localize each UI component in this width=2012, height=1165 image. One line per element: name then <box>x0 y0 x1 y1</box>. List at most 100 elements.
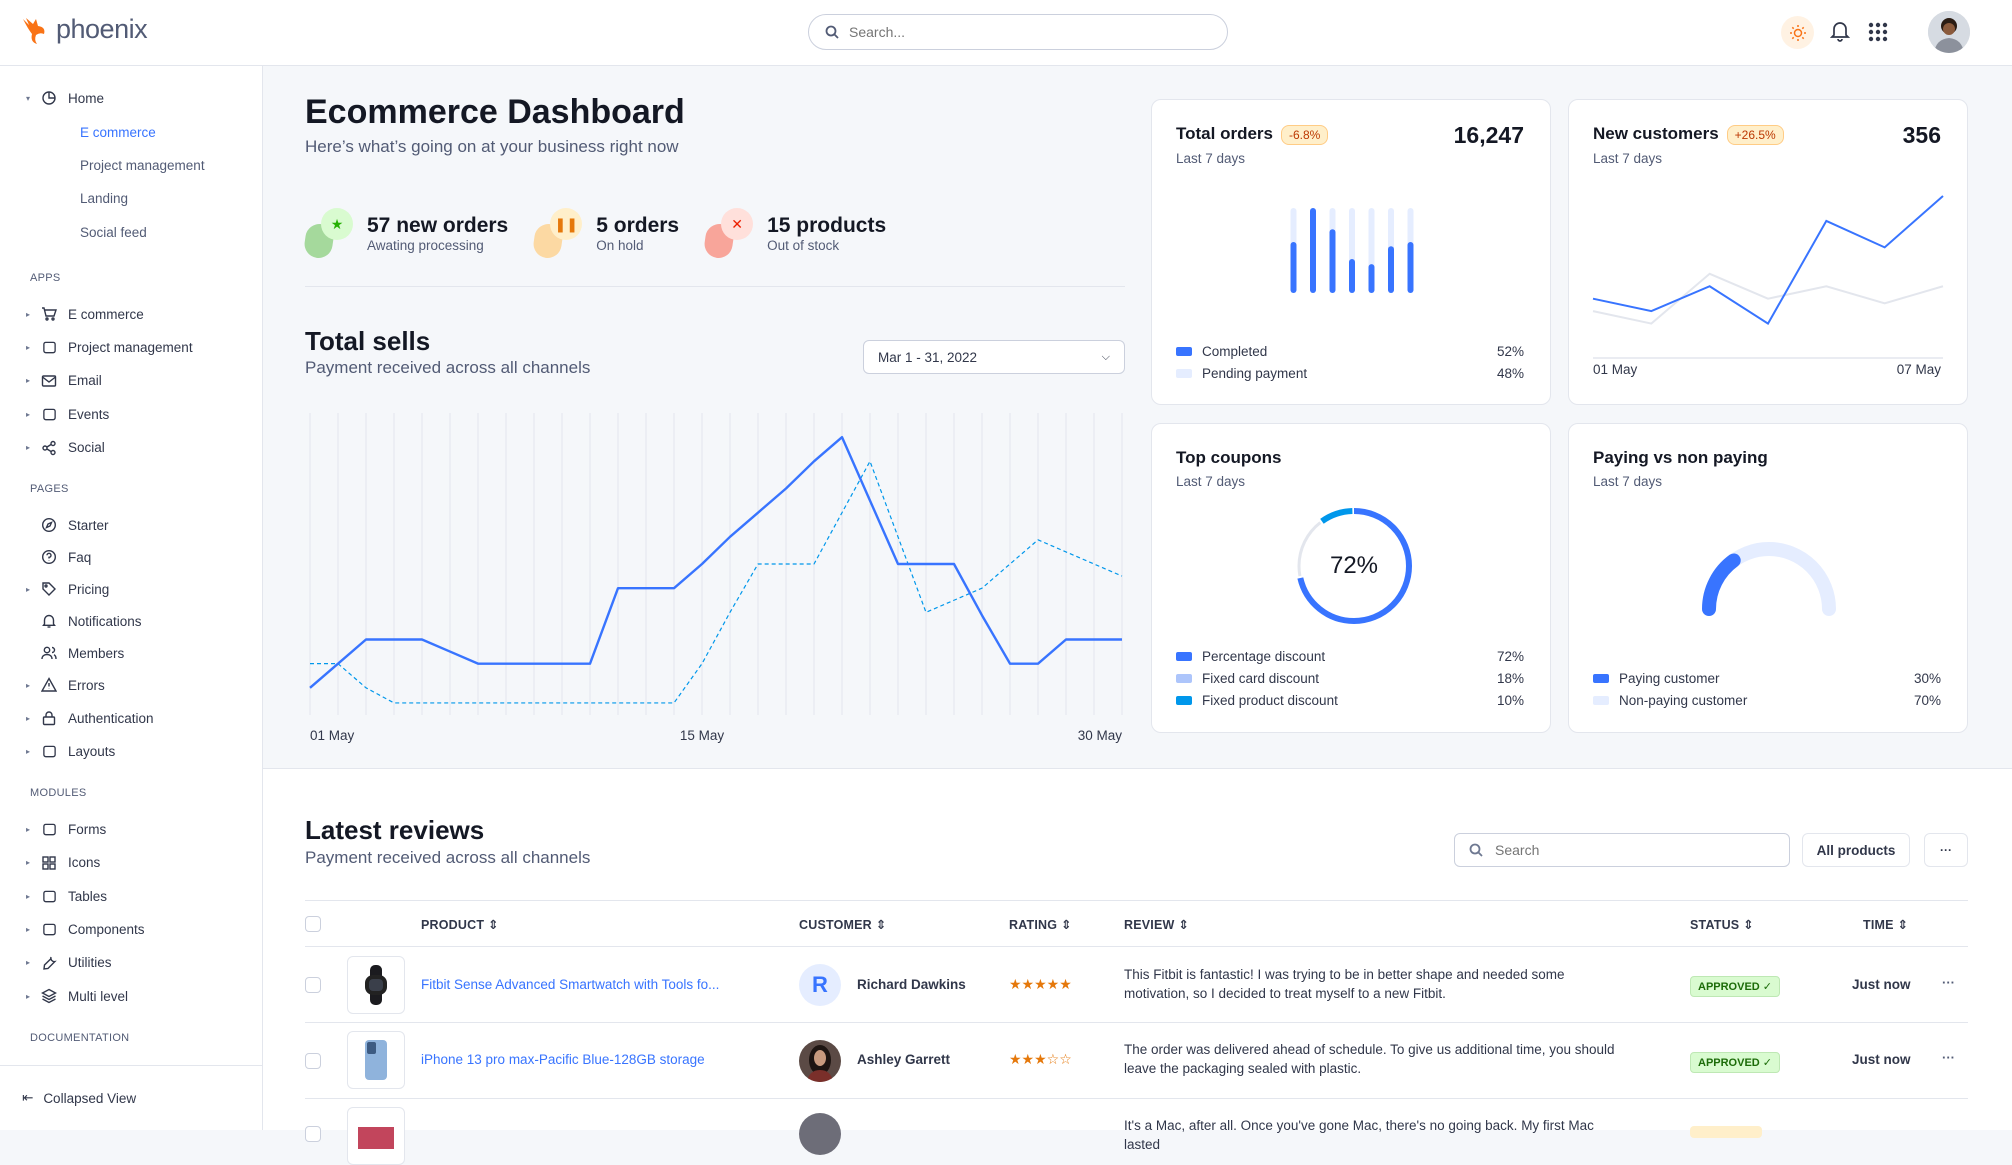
legend-value: 18% <box>1496 670 1524 686</box>
caret-icon: ▸ <box>26 824 31 834</box>
column-header-status[interactable]: STATUS ⇕ <box>1690 918 1754 932</box>
column-header-time[interactable]: TIME ⇕ <box>1863 918 1909 932</box>
review-time: Just now <box>1852 977 1911 992</box>
share-icon <box>40 439 58 457</box>
sidebar-item-forms[interactable]: ▸ Forms <box>0 817 106 841</box>
customer-name[interactable]: Richard Dawkins <box>857 977 966 992</box>
stat-orders-on-hold[interactable]: ❚❚ 5 orders On hold <box>532 208 679 260</box>
sidebar-item-e-commerce[interactable]: ▸ E commerce <box>0 302 144 326</box>
sidebar-item-label: Starter <box>68 517 109 533</box>
x-tick-label: 01 May <box>310 728 355 743</box>
card-subtitle: Last 7 days <box>1593 150 1663 166</box>
new-customers-card: New customers +26.5% Last 7 days 356 01 M… <box>1568 99 1968 405</box>
lock-icon <box>40 709 58 727</box>
customer-name[interactable]: Ashley Garrett <box>857 1052 951 1067</box>
sidebar-item-label: Faq <box>68 549 92 565</box>
row-actions-button[interactable]: ··· <box>1942 975 1955 990</box>
caret-icon: ▸ <box>26 891 31 901</box>
legend-label: Fixed card discount <box>1202 670 1320 686</box>
sidebar-item-e-commerce[interactable]: E commerce <box>80 120 156 144</box>
sidebar-item-faq[interactable]: Faq <box>0 545 91 569</box>
paying-legend: Paying customer 30% Non-paying customer 70… <box>1593 667 1941 711</box>
sidebar-item-notifications[interactable]: Notifications <box>0 609 142 633</box>
sidebar-item-social-feed[interactable]: Social feed <box>80 220 147 244</box>
theme-toggle-button[interactable] <box>1781 16 1814 49</box>
legend-label: Pending payment <box>1202 365 1308 381</box>
phoenix-logo-icon <box>23 17 45 44</box>
sidebar-item-label: Forms <box>68 821 107 837</box>
sidebar-item-multi-level[interactable]: ▸ Multi level <box>0 984 128 1008</box>
more-options-button[interactable]: ··· <box>1924 833 1968 867</box>
customer-avatar[interactable]: R <box>799 964 841 1006</box>
sidebar-item-label: Notifications <box>68 613 142 629</box>
sidebar-item-starter[interactable]: Starter <box>0 513 109 537</box>
sidebar-item-project-management[interactable]: ▸ Project management <box>0 335 193 359</box>
reviews-search[interactable] <box>1454 833 1790 867</box>
brand-name: phoenix <box>56 14 148 44</box>
card-subtitle: Last 7 days <box>1593 474 1663 489</box>
product-image[interactable] <box>347 956 405 1014</box>
legend-swatch <box>1176 651 1192 661</box>
sidebar-item-icons[interactable]: ▸ Icons <box>0 851 100 875</box>
notifications-button[interactable] <box>1829 20 1851 47</box>
collapse-label: Collapsed View <box>43 1090 137 1106</box>
sidebar-item-authentication[interactable]: ▸ Authentication <box>0 706 154 730</box>
column-header-customer[interactable]: CUSTOMER ⇕ <box>799 918 887 932</box>
collapse-sidebar-button[interactable]: ⇤ Collapsed View <box>0 1065 263 1130</box>
sidebar-item-members[interactable]: Members <box>0 641 124 665</box>
select-all-checkbox[interactable] <box>305 916 321 932</box>
column-header-rating[interactable]: RATING ⇕ <box>1009 918 1072 932</box>
sidebar-item-tables[interactable]: ▸ Tables <box>0 884 107 908</box>
caret-icon: ▸ <box>26 991 31 1001</box>
column-header-product[interactable]: PRODUCT ⇕ <box>421 918 499 932</box>
reviews-title: Latest reviews <box>305 815 485 845</box>
sidebar-item-email[interactable]: ▸ Email <box>0 369 102 393</box>
sidebar-item-social[interactable]: ▸ Social <box>0 436 105 460</box>
sidebar-item-components[interactable]: ▸ Components <box>0 917 145 941</box>
stat-label: On hold <box>596 237 644 253</box>
row-checkbox[interactable] <box>305 1053 321 1069</box>
bell-icon <box>40 612 58 630</box>
sidebar-item-utilities[interactable]: ▸ Utilities <box>0 951 112 975</box>
customer-avatar[interactable] <box>799 1040 841 1082</box>
legend-swatch <box>1176 673 1192 683</box>
user-avatar[interactable] <box>1928 11 1970 53</box>
caret-icon: ▸ <box>26 409 31 419</box>
customer-avatar[interactable] <box>799 1113 841 1155</box>
caret-icon: ▸ <box>26 309 31 319</box>
sidebar-item-project-management[interactable]: Project management <box>80 153 205 177</box>
sidebar-item-landing[interactable]: Landing <box>80 187 128 211</box>
global-search[interactable] <box>808 14 1228 50</box>
date-range-select[interactable]: Mar 1 - 31, 2022 ⌵ <box>863 340 1125 374</box>
sidebar-item-home[interactable]: ▾ Home <box>0 86 104 110</box>
stat-value: 15 products <box>767 213 887 237</box>
stat-out-of-stock[interactable]: ✕ 15 products Out of stock <box>702 208 887 260</box>
row-checkbox[interactable] <box>305 977 321 993</box>
reviews-search-input[interactable] <box>1495 842 1755 858</box>
product-image[interactable] <box>347 1031 405 1089</box>
sidebar-item-pricing[interactable]: ▸ Pricing <box>0 577 109 601</box>
sidebar-item-errors[interactable]: ▸ Errors <box>0 673 105 697</box>
global-search-input[interactable] <box>849 24 1189 40</box>
row-checkbox[interactable] <box>305 1126 321 1142</box>
stat-new-orders[interactable]: ★ 57 new orders Awating processing <box>302 208 508 260</box>
logo[interactable]: phoenix <box>20 14 148 45</box>
legend-swatch <box>1176 346 1192 356</box>
card-title: Top coupons <box>1176 448 1282 467</box>
apps-menu-button[interactable] <box>1868 22 1888 47</box>
home-icon <box>40 89 58 107</box>
sidebar-item-events[interactable]: ▸ Events <box>0 402 109 426</box>
card-subtitle: Last 7 days <box>1176 150 1246 166</box>
bar-completed <box>1407 242 1414 293</box>
search-icon <box>825 25 839 39</box>
sidebar-item-label: Social <box>68 440 105 456</box>
product-image[interactable] <box>347 1107 405 1165</box>
product-link[interactable]: Fitbit Sense Advanced Smartwatch with To… <box>421 977 720 992</box>
product-link[interactable]: iPhone 13 pro max-Pacific Blue-128GB sto… <box>421 1052 705 1067</box>
all-products-button[interactable]: All products <box>1802 833 1910 867</box>
sidebar-item-label: Icons <box>68 855 101 871</box>
column-header-review[interactable]: REVIEW ⇕ <box>1124 918 1189 932</box>
row-actions-button[interactable]: ··· <box>1942 1050 1955 1065</box>
sidebar-item-layouts[interactable]: ▸ Layouts <box>0 740 115 764</box>
sun-icon <box>1789 24 1806 41</box>
